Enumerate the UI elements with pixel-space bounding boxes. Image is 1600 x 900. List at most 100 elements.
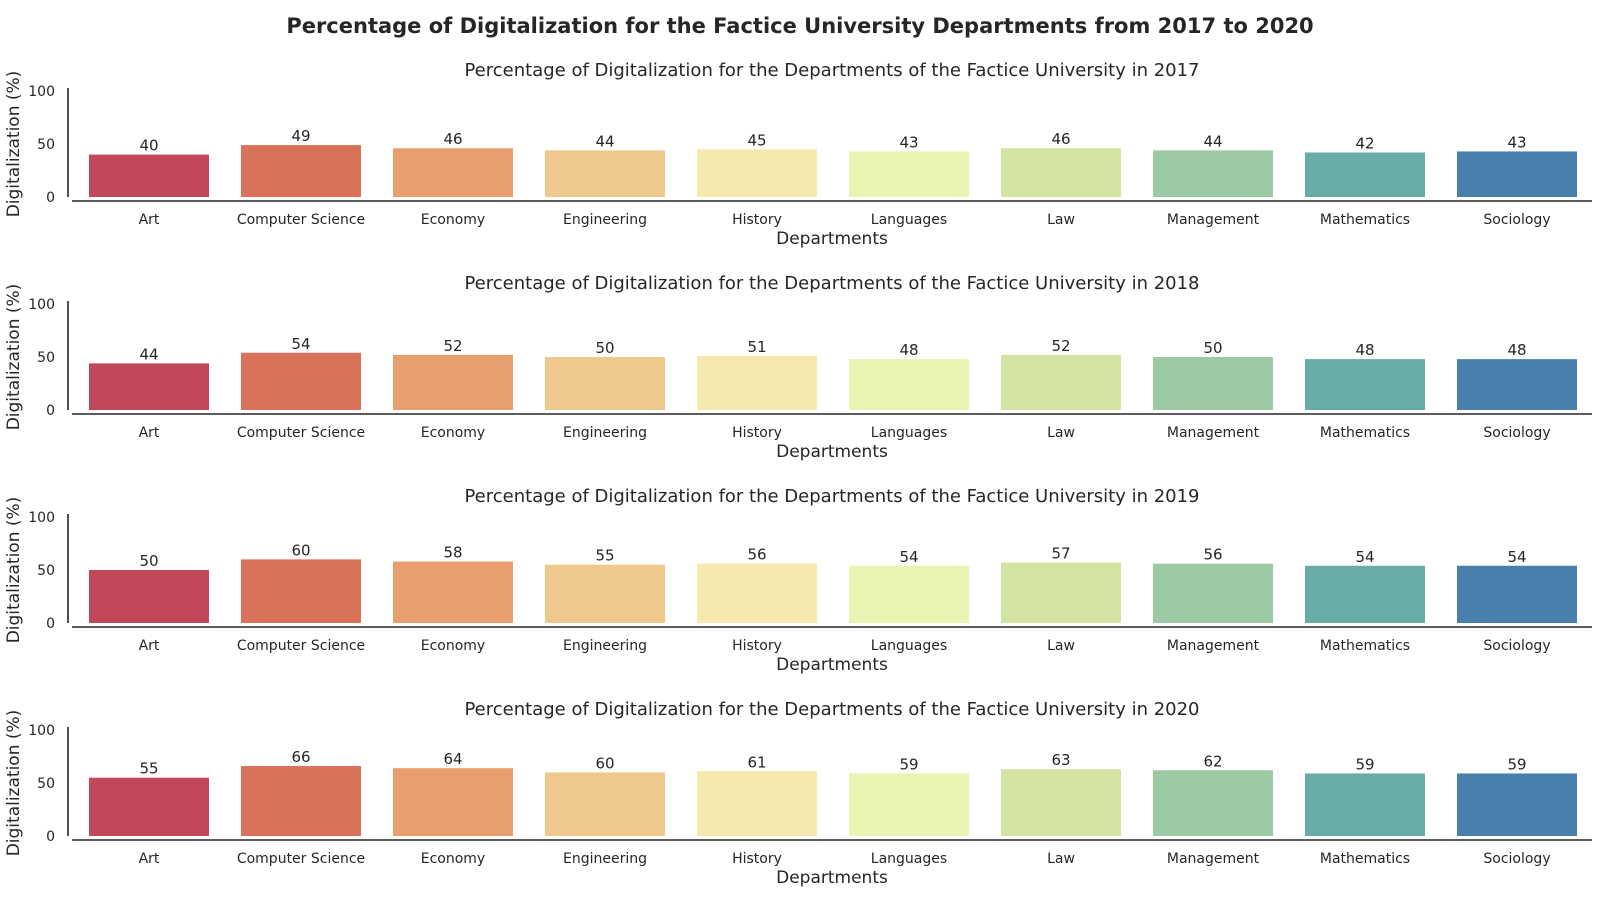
chart-panel-3: Percentage of Digitalization for the Dep… [4,486,1592,675]
x-axis-label: Departments [776,868,888,888]
x-tick-label: Languages [871,851,947,867]
data-label: 48 [1507,341,1526,359]
x-tick-label: Economy [421,851,485,867]
bar-computer-science [241,766,361,836]
bar-law [1001,769,1121,836]
bar-management [1153,150,1273,197]
data-label: 52 [443,337,462,355]
x-tick-label: Management [1167,638,1260,654]
x-tick-label: Art [139,851,160,867]
x-tick-label: Law [1047,425,1075,441]
bar-art [89,154,209,197]
x-tick-label: Art [139,425,160,441]
data-label: 43 [1507,133,1526,151]
bar-art [89,363,209,410]
x-tick-label: Management [1167,851,1260,867]
data-label: 55 [139,760,158,778]
bar-law [1001,562,1121,623]
bar-languages [849,359,969,410]
bar-sociology [1457,565,1577,623]
y-tick-label: 50 [37,776,55,792]
x-tick-label: Management [1167,212,1260,228]
bar-computer-science [241,559,361,623]
y-tick-label: 0 [46,616,55,632]
data-label: 48 [899,341,918,359]
data-label: 44 [139,345,158,363]
data-label: 40 [139,137,158,155]
x-tick-label: Economy [421,425,485,441]
data-label: 45 [747,131,766,149]
panel-title: Percentage of Digitalization for the Dep… [464,273,1199,294]
figure-title: Percentage of Digitalization for the Fac… [286,14,1313,38]
bar-sociology [1457,151,1577,197]
panel-title: Percentage of Digitalization for the Dep… [464,699,1199,720]
bar-engineering [545,357,665,410]
data-label: 56 [747,546,766,564]
y-tick-label: 100 [28,297,55,313]
bar-languages [849,151,969,197]
x-tick-label: Management [1167,425,1260,441]
data-label: 46 [443,130,462,148]
data-label: 52 [1051,337,1070,355]
data-label: 58 [443,544,462,562]
chart-panel-4: Percentage of Digitalization for the Dep… [4,699,1592,888]
bar-engineering [545,150,665,197]
bar-computer-science [241,352,361,410]
x-tick-label: History [732,851,782,867]
x-tick-label: Law [1047,212,1075,228]
x-tick-label: Sociology [1483,212,1550,228]
x-axis-label: Departments [776,655,888,675]
bar-computer-science [241,145,361,197]
data-label: 46 [1051,130,1070,148]
bar-history [697,149,817,197]
y-tick-label: 100 [28,510,55,526]
bar-mathematics [1305,773,1425,836]
x-tick-label: Law [1047,638,1075,654]
x-tick-label: Economy [421,638,485,654]
data-label: 56 [1203,546,1222,564]
chart-panel-1: Percentage of Digitalization for the Dep… [4,60,1592,249]
bar-management [1153,770,1273,836]
bar-engineering [545,564,665,623]
data-label: 62 [1203,752,1222,770]
x-tick-label: Mathematics [1320,425,1410,441]
data-label: 64 [443,750,462,768]
bar-sociology [1457,773,1577,836]
data-label: 60 [595,754,614,772]
x-tick-label: Law [1047,851,1075,867]
bar-mathematics [1305,565,1425,623]
y-axis-label: Digitalization (%) [4,71,24,218]
bar-economy [393,561,513,623]
bar-engineering [545,772,665,836]
y-tick-label: 50 [37,137,55,153]
x-tick-label: Engineering [563,851,647,867]
y-tick-label: 0 [46,190,55,206]
data-label: 51 [747,338,766,356]
x-tick-label: History [732,425,782,441]
bar-history [697,771,817,836]
x-tick-label: Mathematics [1320,851,1410,867]
data-label: 50 [1203,339,1222,357]
x-tick-label: Art [139,212,160,228]
x-tick-label: Engineering [563,212,647,228]
data-label: 57 [1051,545,1070,563]
x-tick-label: Engineering [563,638,647,654]
data-label: 44 [595,132,614,150]
y-axis-label: Digitalization (%) [4,284,24,431]
bar-management [1153,563,1273,623]
bar-law [1001,148,1121,197]
x-tick-label: History [732,638,782,654]
x-tick-label: Sociology [1483,638,1550,654]
bar-mathematics [1305,359,1425,410]
panel-title: Percentage of Digitalization for the Dep… [464,60,1199,81]
y-tick-label: 50 [37,350,55,366]
bar-history [697,563,817,623]
x-tick-label: History [732,212,782,228]
data-label: 59 [1355,755,1374,773]
bar-economy [393,768,513,836]
data-label: 54 [899,548,918,566]
y-tick-label: 0 [46,829,55,845]
x-tick-label: Mathematics [1320,212,1410,228]
x-tick-label: Sociology [1483,425,1550,441]
